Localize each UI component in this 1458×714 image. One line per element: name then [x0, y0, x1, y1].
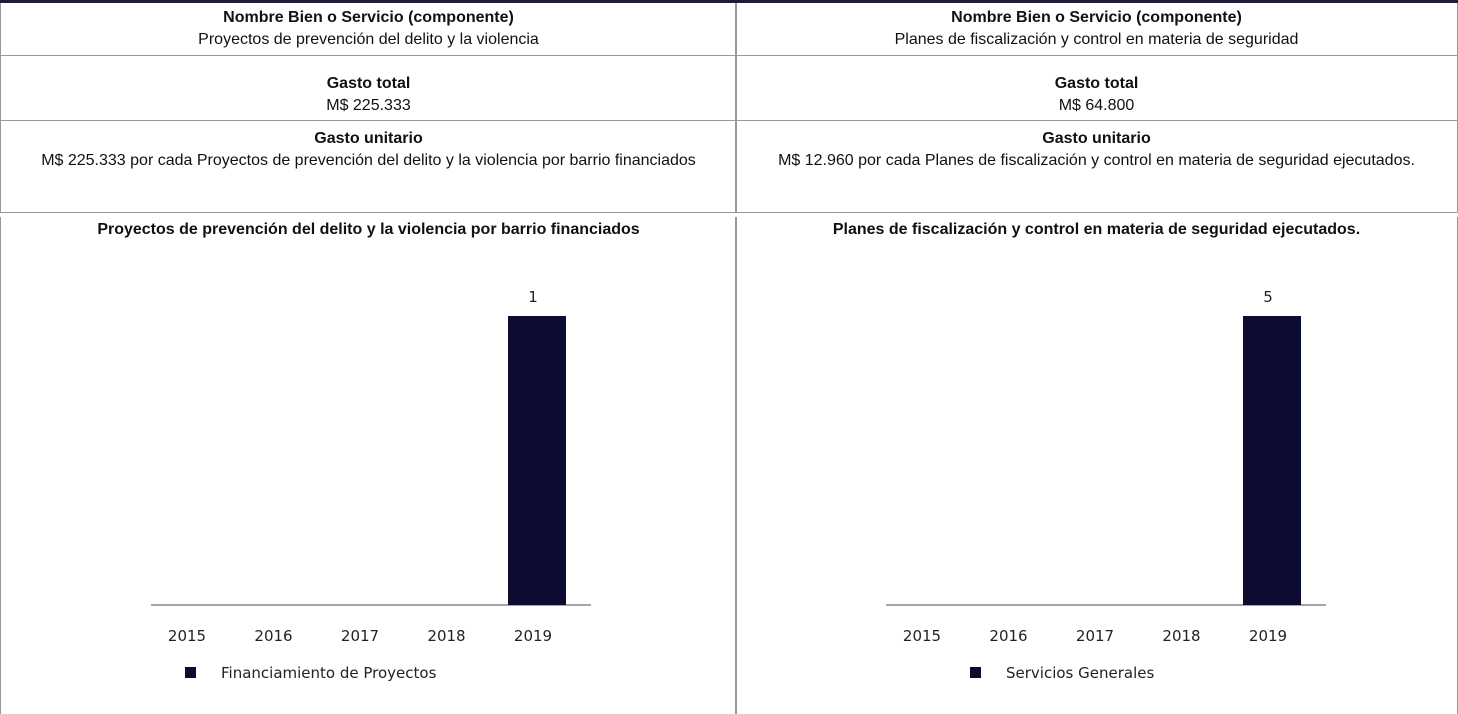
- x-tick-label: 2016: [989, 627, 1027, 645]
- x-tick-label: 2017: [341, 627, 379, 645]
- cell: Nombre Bien o Servicio (componente) Proye…: [0, 3, 737, 56]
- chart: 2015 2016 2017 2018 2019 5 Servicios Generales: [886, 288, 1326, 682]
- x-tick-label: 2015: [903, 627, 941, 645]
- x-tick-label: 2017: [1076, 627, 1114, 645]
- cell: Gasto unitario M$ 225.333 por cada Proyec…: [0, 121, 737, 213]
- chart: 2015 2016 2017 2018 2019 1 Financiamiento de P…: [151, 288, 591, 682]
- cell: Gasto total M$ 64.800: [735, 56, 1458, 121]
- cell: Gasto total M$ 225.333: [0, 56, 737, 121]
- value: M$ 225.333 por cada Proyectos de prevenc…: [41, 152, 696, 169]
- value: Planes de fiscalización y control en mat…: [894, 31, 1299, 48]
- label: Gasto total: [326, 75, 411, 92]
- value: M$ 64.800: [1058, 97, 1135, 114]
- label: Nombre Bien o Servicio (componente): [951, 9, 1242, 26]
- x-tick-label: 2016: [254, 627, 292, 645]
- legend-swatch: [970, 667, 981, 678]
- label: Gasto unitario: [1042, 130, 1151, 147]
- cell: Gasto unitario M$ 12.960 por cada Planes …: [735, 121, 1458, 213]
- legend-swatch: [185, 667, 196, 678]
- chart-cell: Proyectos de prevención del delito y la …: [0, 217, 737, 714]
- legend-label: Servicios Generales: [1006, 664, 1154, 682]
- chart-cell: Planes de fiscalización y control en mat…: [735, 217, 1458, 714]
- data-label: 1: [528, 288, 538, 306]
- x-tick-label: 2019: [1249, 627, 1287, 645]
- value: Proyectos de prevención del delito y la …: [198, 31, 539, 48]
- x-tick-label: 2018: [1162, 627, 1200, 645]
- value: M$ 12.960 por cada Planes de fiscalizaci…: [778, 152, 1415, 169]
- label: Gasto total: [1054, 75, 1139, 92]
- x-tick-label: 2018: [427, 627, 465, 645]
- data-label: 5: [1263, 288, 1273, 306]
- label: Nombre Bien o Servicio (componente): [223, 9, 514, 26]
- x-tick-label: 2015: [168, 627, 206, 645]
- value: M$ 225.333: [326, 97, 411, 114]
- column: Nombre Bien o Servicio (componente) Proye…: [0, 3, 737, 714]
- column: Nombre Bien o Servicio (componente) Plane…: [735, 3, 1458, 714]
- bar: [1243, 316, 1301, 605]
- x-tick-label: 2019: [514, 627, 552, 645]
- label: Gasto unitario: [314, 130, 423, 147]
- chart-title: Proyectos de prevención del delito y la …: [97, 221, 640, 238]
- legend-label: Financiamiento de Proyectos: [221, 664, 437, 682]
- cell: Nombre Bien o Servicio (componente) Plane…: [735, 3, 1458, 56]
- bar: [508, 316, 566, 605]
- chart-title: Planes de fiscalización y control en mat…: [832, 221, 1361, 238]
